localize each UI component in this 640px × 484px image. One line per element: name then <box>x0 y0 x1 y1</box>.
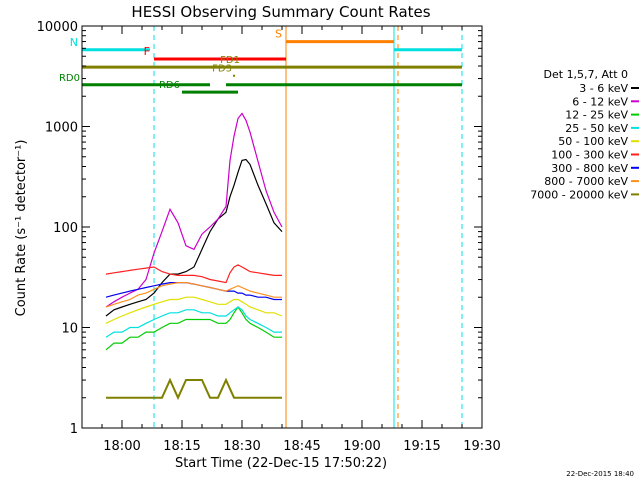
x-tick-label-4: 19:00 <box>343 439 380 454</box>
legend-entry-4: 50 - 100 keV <box>558 135 628 148</box>
y-tick-label-1: 10 <box>61 322 78 337</box>
y-tick-label-3: 1000 <box>45 121 78 136</box>
legend-entry-0: 3 - 6 keV <box>579 82 628 95</box>
flag-label-2: F <box>144 45 150 58</box>
flag-label-5: FD3 <box>212 64 232 75</box>
flag-label-0: N <box>70 36 78 49</box>
legend-entry-5: 100 - 300 keV <box>551 149 628 162</box>
x-tick-label-2: 18:30 <box>223 439 260 454</box>
y-tick-label-0: 1 <box>70 422 78 437</box>
legend-entry-1: 6 - 12 keV <box>572 95 628 108</box>
series-line-5 <box>105 264 282 284</box>
legend-entry-6: 300 - 800 keV <box>551 162 628 175</box>
legend-entry-8: 7000 - 20000 keV <box>530 188 628 201</box>
series-line-7 <box>105 282 282 308</box>
y-axis-label: Count Rate (s⁻¹ detector⁻¹) <box>14 140 29 317</box>
chart-title: HESSI Observing Summary Count Rates <box>131 3 430 21</box>
y-tick-label-2: 100 <box>53 221 78 236</box>
flag-dot-4 <box>241 66 243 69</box>
x-tick-label-1: 18:15 <box>163 439 200 454</box>
flag-label-4: FD1 <box>220 55 240 66</box>
flag-label-7: RD6 <box>159 80 180 91</box>
x-tick-label-6: 19:30 <box>463 439 500 454</box>
series-line-2 <box>105 305 282 351</box>
legend-entry-7: 800 - 7000 keV <box>544 175 628 188</box>
x-tick-label-5: 19:15 <box>403 439 440 454</box>
x-tick-label-0: 18:00 <box>103 439 140 454</box>
series-line-1 <box>105 112 283 308</box>
series-line-3 <box>105 306 282 338</box>
x-tick-label-3: 18:45 <box>283 439 320 454</box>
flag-dot-5 <box>233 74 235 77</box>
series-line-4 <box>105 296 283 324</box>
flag-label-1: S <box>275 28 282 41</box>
legend-entry-3: 25 - 50 keV <box>565 122 628 135</box>
y-tick-label-4: 10000 <box>37 20 78 35</box>
legend-title: Det 1,5,7, Att 0 <box>544 68 628 81</box>
series-line-8 <box>106 377 282 401</box>
series-line-0 <box>105 158 283 317</box>
x-axis-label: Start Time (22-Dec-15 17:50:22) <box>175 456 387 471</box>
legend-entry-2: 12 - 25 keV <box>565 109 628 122</box>
flag-label-6: RD0 <box>59 73 80 84</box>
timestamp: 22-Dec-2015 18:40 <box>566 470 634 478</box>
